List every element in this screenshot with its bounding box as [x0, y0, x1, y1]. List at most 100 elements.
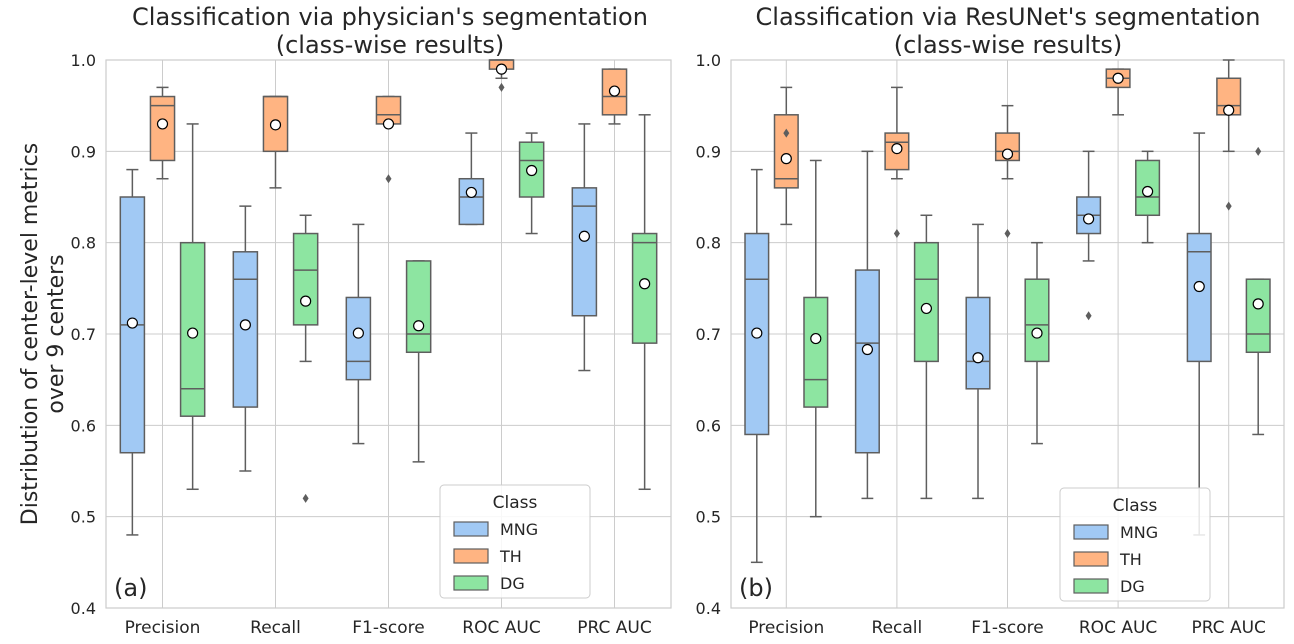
mean-marker — [861, 343, 874, 356]
mean-marker — [920, 302, 932, 315]
y-tick-label: 0.7 — [696, 325, 721, 344]
mean-marker — [156, 118, 169, 130]
legend-swatch-dg — [453, 575, 489, 591]
mean-marker — [751, 327, 763, 339]
y-tick-label: 0.6 — [696, 416, 721, 435]
chart-title-line1: Classification via ResUNet's segmentatio… — [756, 3, 1261, 31]
legend-label-th: TH — [499, 547, 522, 566]
mean-marker — [1223, 104, 1235, 116]
mean-marker — [639, 278, 651, 290]
x-tick-label: PRC AUC — [1191, 618, 1265, 638]
panel-label: (a) — [114, 574, 147, 602]
legend-title: Class — [1113, 496, 1158, 516]
mean-marker — [352, 327, 364, 339]
mean-marker — [187, 327, 199, 339]
mean-marker — [780, 153, 792, 165]
mean-marker — [810, 332, 822, 345]
box-dg — [1245, 278, 1271, 354]
x-tick-label: F1-score — [352, 618, 424, 638]
box-dg — [405, 260, 432, 354]
outlier-marker — [1004, 229, 1011, 239]
y-tick-label: 0.4 — [71, 599, 96, 618]
legend-swatch-dg — [1073, 578, 1109, 594]
box-dg — [803, 296, 829, 408]
outlier-marker — [1085, 311, 1092, 321]
legend-swatch-th — [453, 548, 489, 564]
box-mng — [1186, 232, 1212, 363]
outlier-marker — [893, 229, 900, 239]
y-axis-label: Distribution of center-level metricsover… — [18, 143, 69, 525]
x-tick-label: Precision — [748, 618, 824, 638]
outlier-marker — [302, 493, 309, 503]
y-tick-label: 0.4 — [696, 599, 721, 618]
plot-frame — [105, 59, 672, 609]
y-tick-label: 0.5 — [71, 508, 96, 527]
box-mng — [571, 187, 598, 317]
box-dg — [1024, 278, 1050, 363]
outlier-marker — [385, 174, 392, 184]
mean-marker — [1193, 280, 1205, 293]
y-tick-label: 0.8 — [696, 234, 721, 253]
x-tick-label: F1-score — [971, 618, 1043, 638]
y-tick-label: 0.5 — [696, 508, 721, 527]
x-tick-label: Recall — [250, 618, 301, 638]
outlier-marker — [783, 128, 790, 138]
chart-title-line2: (class-wise results) — [894, 31, 1123, 59]
box-mng — [854, 269, 880, 454]
x-tick-label: Precision — [125, 618, 201, 638]
legend-label-mng: MNG — [500, 520, 538, 539]
panel-a: 0.4 0.5 0.6 0.7 0.8 0.9 1.0 Precision Recall F1-s… — [71, 3, 672, 638]
legend-title: Class — [493, 493, 538, 513]
mean-marker — [382, 118, 395, 130]
chart-title: Classification via ResUNet's segmentatio… — [756, 3, 1261, 59]
mean-marker — [1001, 148, 1014, 160]
outlier-marker — [498, 82, 505, 92]
panel-label: (b) — [739, 574, 773, 602]
mean-marker — [413, 320, 425, 332]
box-th — [994, 132, 1021, 162]
mean-marker — [608, 85, 621, 97]
chart-title-line2: (class-wise results) — [276, 31, 505, 59]
plot-frame — [730, 59, 1285, 609]
y-tick-label: 0.9 — [696, 142, 721, 161]
legend-swatch-th — [1073, 551, 1109, 567]
y-tick-label: 0.7 — [71, 325, 96, 344]
mean-marker — [465, 186, 477, 199]
legend-label-dg: DG — [1120, 577, 1145, 596]
chart-title-line1: Classification via physician's segmentat… — [132, 3, 648, 31]
legend-label-mng: MNG — [1120, 523, 1158, 542]
panel-b: 0.4 0.5 0.6 0.7 0.8 0.9 1.0 Precision Recall F1-s… — [696, 3, 1285, 638]
y-tick-label: 0.8 — [71, 234, 96, 253]
mean-marker — [495, 63, 508, 75]
y-tick-label: 1.0 — [71, 51, 96, 70]
box-dg — [292, 232, 319, 326]
y-tick-label: 0.9 — [71, 142, 96, 161]
box-dg — [913, 241, 939, 363]
mean-marker — [891, 142, 903, 155]
x-tick-label: ROC AUC — [1079, 618, 1157, 638]
box-mng — [965, 296, 991, 390]
mean-marker — [1141, 185, 1154, 198]
outlier-marker — [1225, 201, 1232, 211]
mean-marker — [972, 352, 984, 364]
mean-marker — [578, 230, 590, 242]
mean-marker — [269, 119, 282, 131]
mean-marker — [1083, 213, 1095, 225]
chart-title: Classification via physician's segmentat… — [132, 3, 648, 59]
x-tick-label: ROC AUC — [462, 618, 540, 638]
legend-label-th: TH — [1119, 550, 1142, 569]
box-th — [773, 114, 799, 189]
legend-box — [1059, 487, 1211, 602]
mean-marker — [300, 295, 312, 307]
mean-marker — [239, 319, 251, 331]
mean-marker — [1112, 72, 1124, 84]
legend-swatch-mng — [453, 521, 489, 537]
outlier-marker — [1255, 146, 1262, 156]
legend-box — [439, 484, 591, 599]
mean-marker — [1031, 327, 1043, 339]
mean-marker — [126, 317, 138, 329]
x-tick-label: PRC AUC — [577, 618, 651, 638]
y-tick-label: 1.0 — [696, 51, 721, 70]
mean-marker — [1252, 298, 1264, 310]
